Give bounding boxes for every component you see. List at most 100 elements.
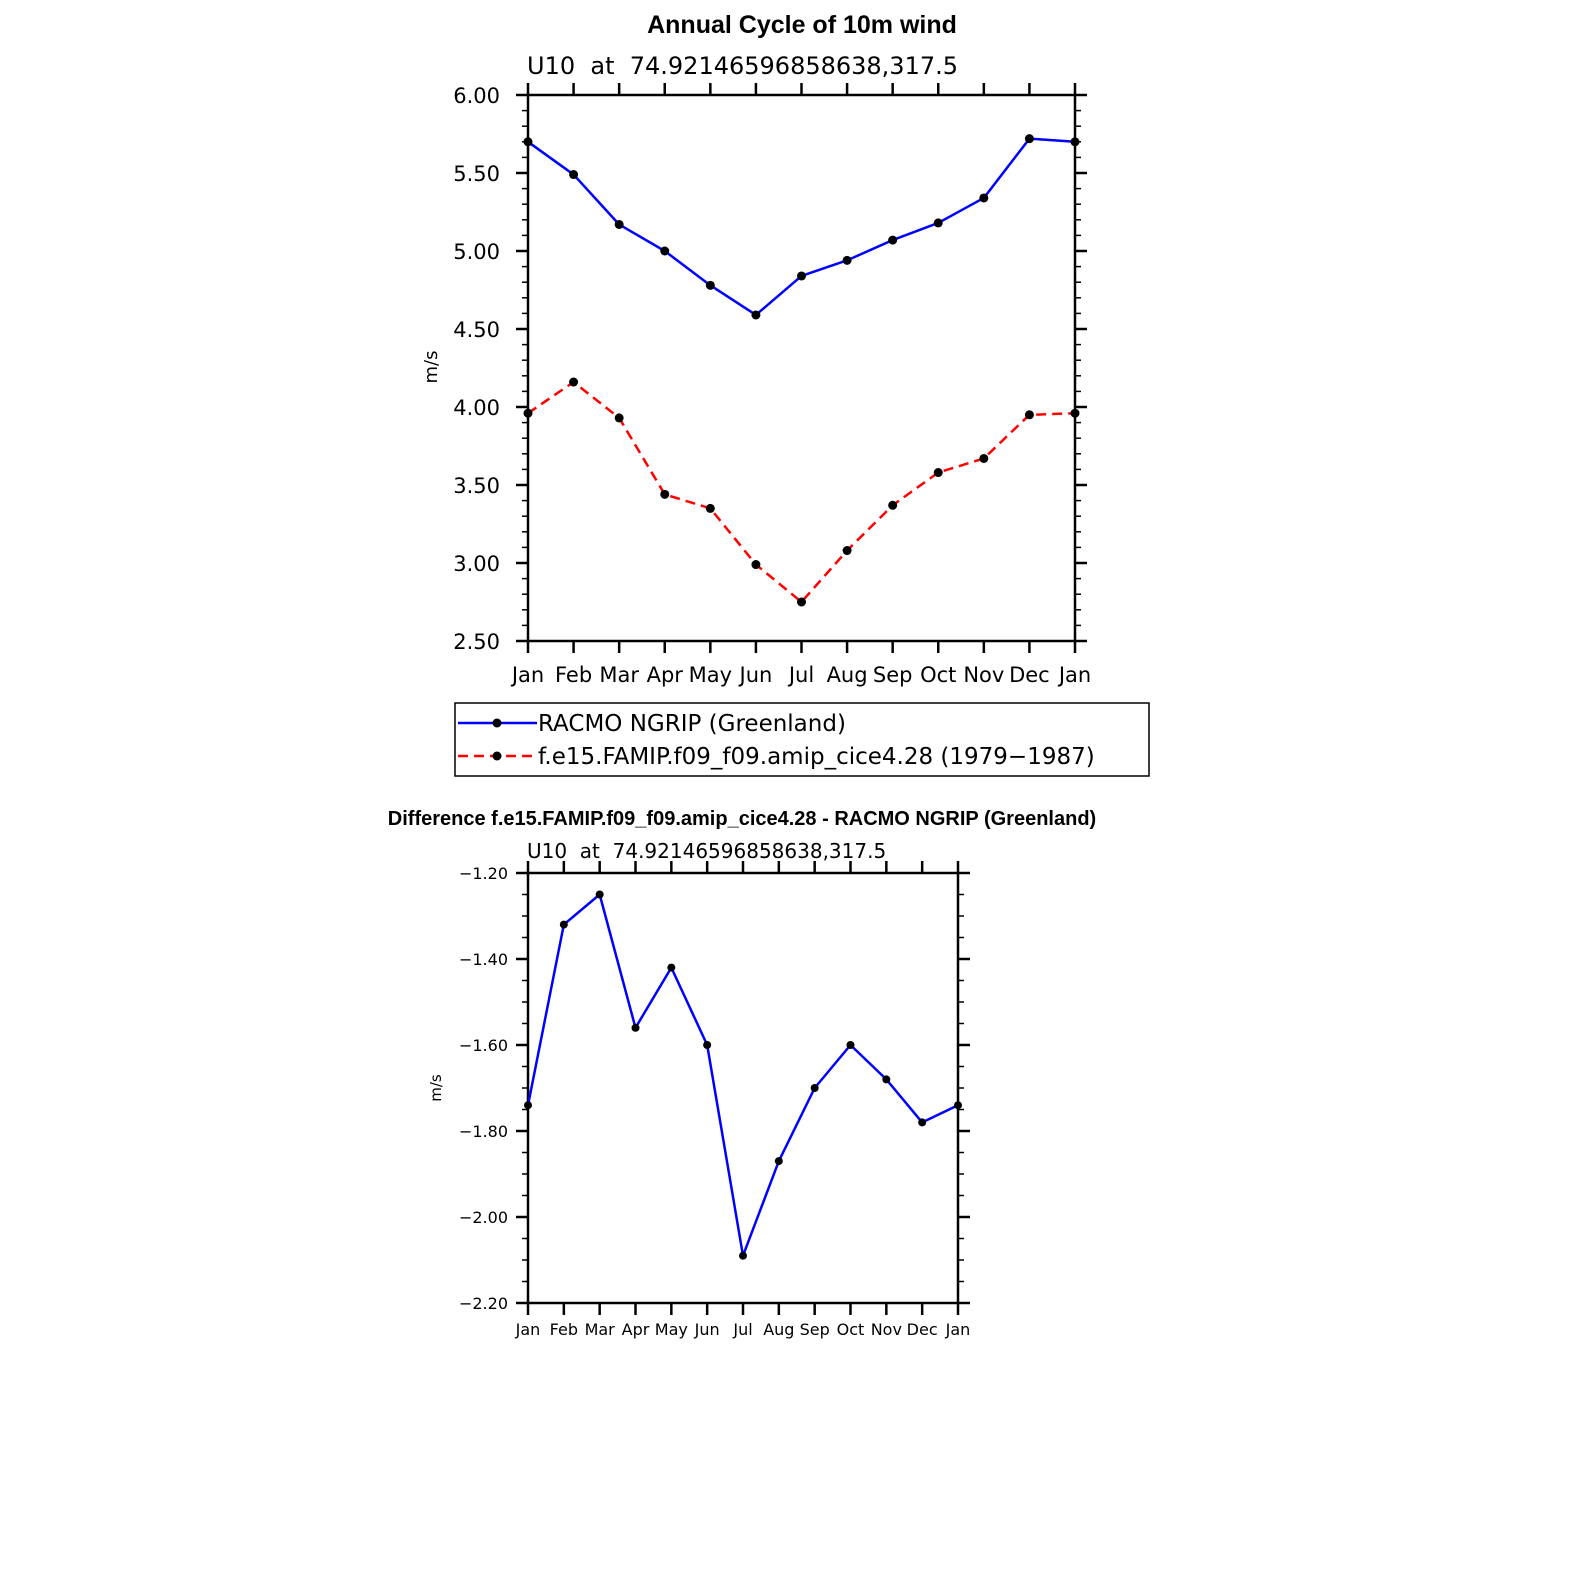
data-point xyxy=(846,1041,855,1049)
data-point xyxy=(918,1118,927,1127)
data-point xyxy=(523,137,533,147)
legend-label-racmo: RACMO NGRIP (Greenland) xyxy=(538,711,846,737)
data-point xyxy=(739,1251,747,1260)
x-tick-label: Feb xyxy=(550,1320,578,1339)
data-point xyxy=(933,468,943,478)
legend-marker-famip xyxy=(492,751,502,761)
y-tick-label: 4.50 xyxy=(453,318,500,342)
y-tick-label: −1.60 xyxy=(459,1036,508,1055)
data-point xyxy=(703,1041,712,1049)
series-line-1 xyxy=(527,380,1076,604)
x-tick-label: Apr xyxy=(622,1320,650,1339)
legend-marker-racmo xyxy=(492,718,502,728)
x-tick-label: Feb xyxy=(555,663,592,687)
data-point xyxy=(979,193,989,203)
data-point xyxy=(705,503,715,513)
tick-labels: Jan Feb Mar Apr May Jun Jul Aug Sep Oct Nov Dec Jan 2… xyxy=(453,84,1091,687)
legend-label-famip: f.e15.FAMIP.f09_f09.amip_cice4.28 (1979−… xyxy=(538,744,1095,770)
y-tick-label: −1.40 xyxy=(459,950,508,969)
legend-box xyxy=(454,702,1150,777)
series-group xyxy=(524,890,962,1260)
data-point xyxy=(595,890,604,899)
data-point xyxy=(569,377,579,387)
x-tick-label: Sep xyxy=(873,663,913,687)
x-tick-label: Aug xyxy=(827,663,868,687)
data-point xyxy=(614,219,624,229)
x-tick-label: Jan xyxy=(515,1320,541,1339)
data-point xyxy=(954,1101,962,1110)
data-point xyxy=(797,597,806,607)
series-line-0 xyxy=(526,893,959,1257)
x-tick-label: Oct xyxy=(837,1320,865,1339)
x-tick-label: Jan xyxy=(510,663,544,687)
y-axis-label: m/s xyxy=(427,1074,445,1102)
chart-subtitle: U10 at 74.92146596858638,317.5 xyxy=(527,839,886,863)
y-axis-label: m/s xyxy=(421,351,442,384)
x-tick-label: Jan xyxy=(1057,663,1091,687)
data-point xyxy=(774,1157,783,1166)
data-point xyxy=(842,255,852,265)
data-point xyxy=(524,1101,532,1110)
data-point xyxy=(660,489,670,499)
x-tick-label: Jul xyxy=(732,1320,752,1339)
x-tick-label: Jan xyxy=(945,1320,971,1339)
annual-cycle-chart: Annual Cycle of 10m wind U10 at 74.92146… xyxy=(421,11,1150,777)
data-point xyxy=(1070,408,1080,418)
data-point xyxy=(797,271,806,281)
y-tick-label: −2.00 xyxy=(459,1208,508,1227)
x-tick-label: Nov xyxy=(963,663,1004,687)
x-tick-label: Apr xyxy=(647,663,684,687)
tick-labels: Jan Feb Mar Apr May Jun Jul Aug Sep Oct Nov Dec Jan−… xyxy=(459,864,970,1339)
x-tick-label: Mar xyxy=(585,1320,616,1339)
chart-title: Annual Cycle of 10m wind xyxy=(647,11,957,39)
x-tick-label: Jun xyxy=(738,663,773,687)
data-point xyxy=(933,218,943,228)
data-point xyxy=(559,920,568,929)
y-tick-label: −2.20 xyxy=(459,1294,508,1313)
data-point xyxy=(631,1023,640,1032)
y-tick-label: −1.80 xyxy=(459,1122,508,1141)
x-tick-label: Jun xyxy=(694,1320,720,1339)
data-point xyxy=(979,453,989,463)
data-point xyxy=(1024,134,1034,144)
series-group xyxy=(523,134,1080,607)
data-point xyxy=(751,560,761,570)
axis-ticks xyxy=(516,861,970,1315)
data-point xyxy=(810,1084,819,1092)
data-point xyxy=(842,546,852,556)
data-point xyxy=(705,280,715,290)
y-tick-label: 4.00 xyxy=(453,396,500,420)
x-tick-label: Mar xyxy=(599,663,639,687)
x-tick-label: May xyxy=(655,1320,688,1339)
y-tick-label: 5.50 xyxy=(453,162,500,186)
y-tick-label: 3.00 xyxy=(453,552,500,576)
data-point xyxy=(888,235,898,245)
y-tick-label: −1.20 xyxy=(459,864,508,883)
data-point xyxy=(751,310,761,320)
x-tick-label: Aug xyxy=(763,1320,794,1339)
legend: RACMO NGRIP (Greenland) f.e15.FAMIP.f09_… xyxy=(454,702,1150,777)
chart-subtitle: U10 at 74.92146596858638,317.5 xyxy=(527,52,958,80)
data-point xyxy=(614,413,624,423)
data-point xyxy=(660,246,670,256)
data-point xyxy=(569,170,579,180)
x-tick-label: Oct xyxy=(920,663,956,687)
data-point xyxy=(882,1075,891,1084)
axis-ticks xyxy=(516,83,1087,653)
x-tick-label: Nov xyxy=(871,1320,902,1339)
x-tick-label: May xyxy=(689,663,732,687)
y-tick-label: 5.00 xyxy=(453,240,500,264)
series-line-0 xyxy=(527,137,1076,317)
data-point xyxy=(667,963,676,972)
x-tick-label: Dec xyxy=(1009,663,1050,687)
data-point xyxy=(1070,137,1080,147)
data-point xyxy=(888,500,898,510)
difference-chart: Difference f.e15.FAMIP.f09_f09.amip_cice… xyxy=(388,808,1096,1339)
y-tick-label: 6.00 xyxy=(453,84,500,108)
y-tick-label: 3.50 xyxy=(453,474,500,498)
data-point xyxy=(1024,410,1034,420)
plot-frame xyxy=(526,93,1077,643)
data-point xyxy=(523,408,533,418)
x-tick-label: Jul xyxy=(787,663,814,687)
